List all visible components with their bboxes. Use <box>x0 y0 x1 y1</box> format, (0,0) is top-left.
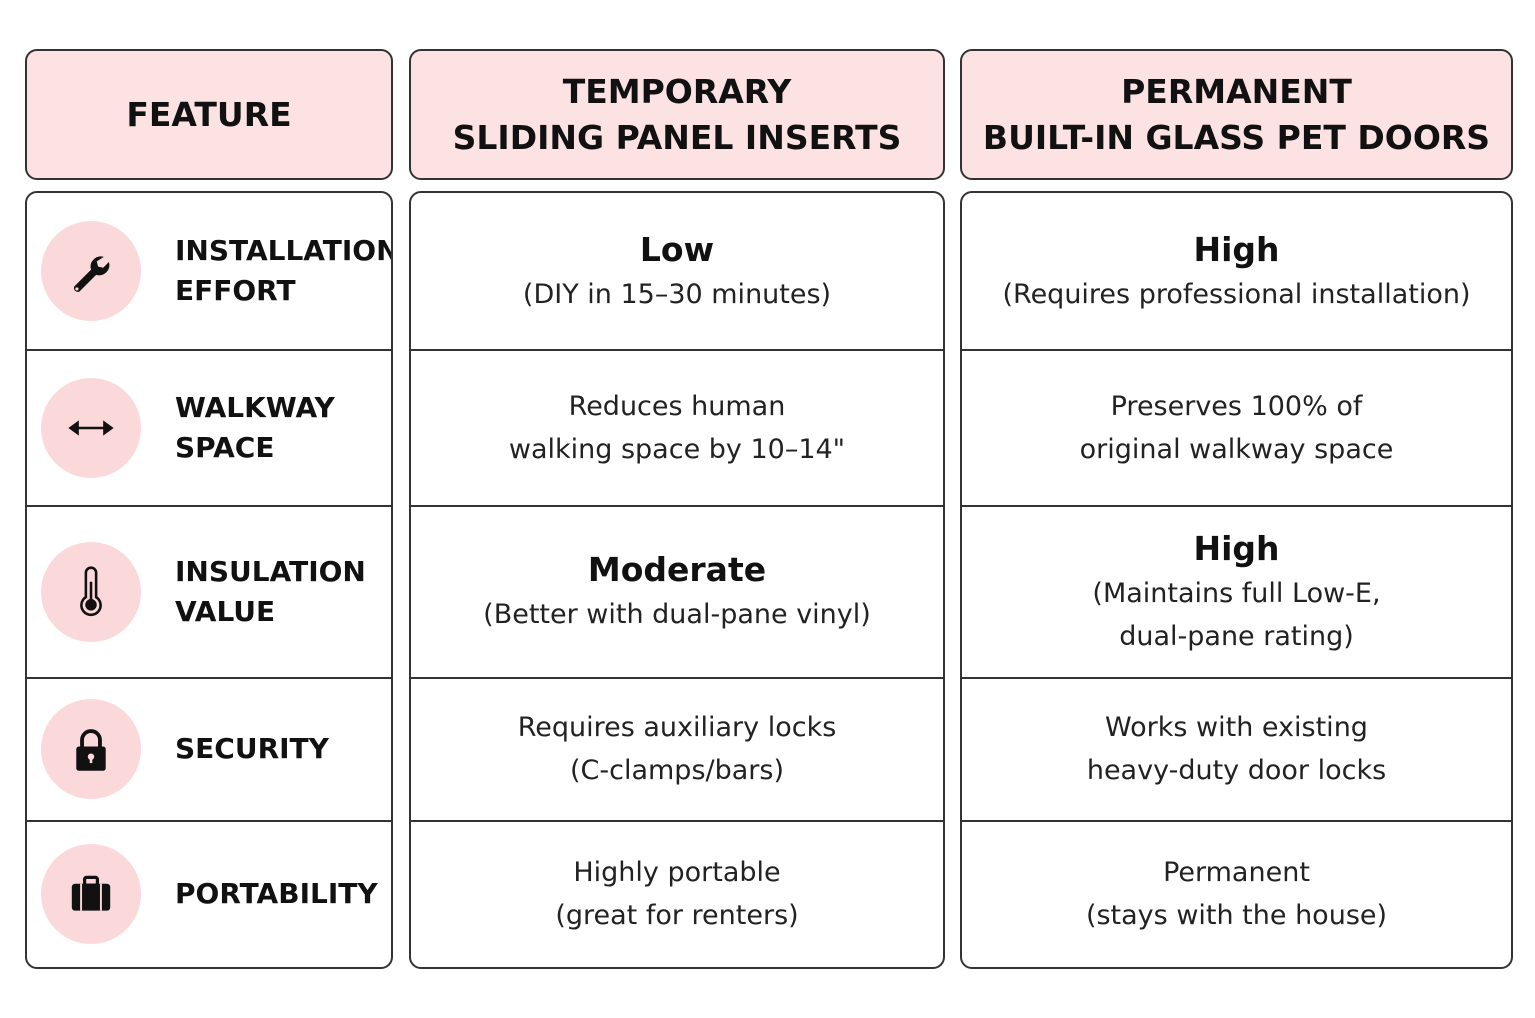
icon-glyph <box>71 876 111 911</box>
table-cell: PORTABILITY <box>27 819 391 967</box>
rating: Moderate <box>587 550 767 590</box>
feature-label: WALKWAY SPACE <box>175 388 335 468</box>
icon-glyph <box>68 420 114 436</box>
header-text: FEATURE <box>126 94 292 134</box>
cell-text: Preserves 100% of <box>1110 391 1363 423</box>
icon-glyph <box>80 566 102 617</box>
table-cell: SECURITY <box>27 677 391 819</box>
header-cell: PERMANENT BUILT-IN GLASS PET DOORS <box>960 49 1513 180</box>
table-cell: Requires auxiliary locks (C-clamps/bars) <box>411 677 943 819</box>
rating: Low <box>639 229 715 269</box>
table-cell: Reduces human walking space by 10–14" <box>411 349 943 504</box>
feature-label: INSULATION VALUE <box>175 552 366 632</box>
table-cell: Highly portable (great for renters) <box>411 819 943 967</box>
header-text: PERMANENT <box>1121 71 1352 111</box>
cell-text: (C-clamps/bars) <box>569 755 784 787</box>
cell-text: Permanent <box>1163 857 1310 889</box>
feature-text: INSTALLATION <box>175 234 393 268</box>
cell-text: (Maintains full Low-E, <box>1092 577 1381 609</box>
cell-text: walking space by 10–14" <box>508 434 846 466</box>
header-cell: FEATURE <box>25 49 393 180</box>
table-cell: INSTALLATION EFFORT <box>27 193 391 349</box>
header-text: BUILT-IN GLASS PET DOORS <box>982 117 1491 157</box>
table-cell: Preserves 100% of original walkway space <box>962 349 1511 504</box>
column: High (Requires professional installation)… <box>960 191 1513 969</box>
icon <box>41 541 141 642</box>
feature-text: VALUE <box>175 594 276 628</box>
cell-text: original walkway space <box>1079 434 1394 466</box>
cell-text: (Requires professional installation) <box>1002 278 1471 310</box>
rating: High <box>1193 229 1280 269</box>
column: Low (DIY in 15–30 minutes) Reduces human wa… <box>409 191 945 969</box>
cell-text: heavy-duty door locks <box>1086 755 1387 787</box>
header-cell: TEMPORARY SLIDING PANEL INSERTS <box>409 49 945 180</box>
rating: High <box>1193 528 1280 568</box>
header-text: TEMPORARY <box>562 71 792 111</box>
feature-label: PORTABILITY <box>175 874 378 914</box>
icon <box>41 221 141 322</box>
table-cell: INSULATION VALUE <box>27 504 391 677</box>
feature-text: SPACE <box>175 431 275 465</box>
cell-text: (stays with the house) <box>1085 900 1388 932</box>
cell-text: Works with existing <box>1105 712 1368 744</box>
table-cell: Moderate (Better with dual-pane vinyl) <box>411 504 943 677</box>
feature-text: PORTABILITY <box>175 877 378 911</box>
icon-glyph <box>73 256 110 293</box>
feature-text: WALKWAY <box>175 391 335 425</box>
cell-text: (Better with dual-pane vinyl) <box>483 599 871 631</box>
icon <box>41 378 141 479</box>
icon <box>41 844 141 945</box>
header-text: SLIDING PANEL INSERTS <box>452 117 902 157</box>
table-cell: High (Requires professional installation) <box>962 193 1511 349</box>
cell-text: Requires auxiliary locks <box>517 712 837 744</box>
table-cell: Low (DIY in 15–30 minutes) <box>411 193 943 349</box>
cell-text: (great for renters) <box>555 900 799 932</box>
cell-text: (DIY in 15–30 minutes) <box>522 278 832 310</box>
feature-text: SECURITY <box>175 732 329 766</box>
icon <box>41 699 141 800</box>
table-cell: High (Maintains full Low-E, dual-pane rati… <box>962 504 1511 677</box>
icon-glyph <box>76 729 106 772</box>
cell-text: dual-pane rating) <box>1119 620 1354 652</box>
table-cell: Works with existing heavy-duty door locks <box>962 677 1511 819</box>
column: INSTALLATION EFFORT WALKWAY SPACE INSULATION… <box>25 191 393 969</box>
feature-label: INSTALLATION EFFORT <box>175 231 393 311</box>
table-cell: WALKWAY SPACE <box>27 349 391 504</box>
table-cell: Permanent (stays with the house) <box>962 819 1511 967</box>
cell-text: Reduces human <box>568 391 786 423</box>
feature-text: INSULATION <box>175 554 366 588</box>
feature-text: EFFORT <box>175 274 296 308</box>
cell-text: Highly portable <box>573 857 781 889</box>
feature-label: SECURITY <box>175 729 329 769</box>
